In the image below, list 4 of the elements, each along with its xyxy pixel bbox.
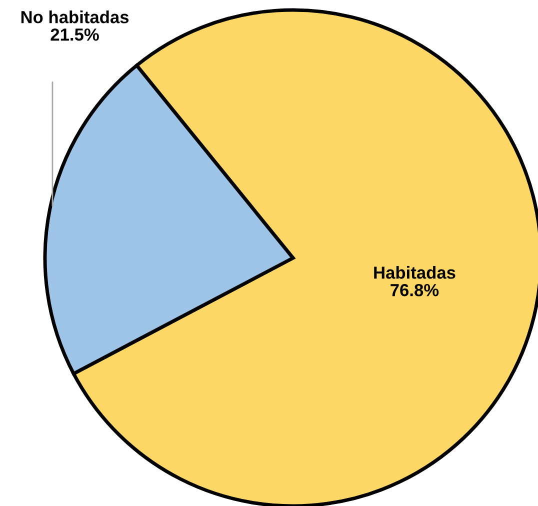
slice-label: No habitadas (21, 10, 129, 24)
data-label: 76.8% (390, 284, 439, 296)
data-label: 21.5% (50, 28, 99, 41)
slice-label: Habitadas (374, 266, 456, 279)
